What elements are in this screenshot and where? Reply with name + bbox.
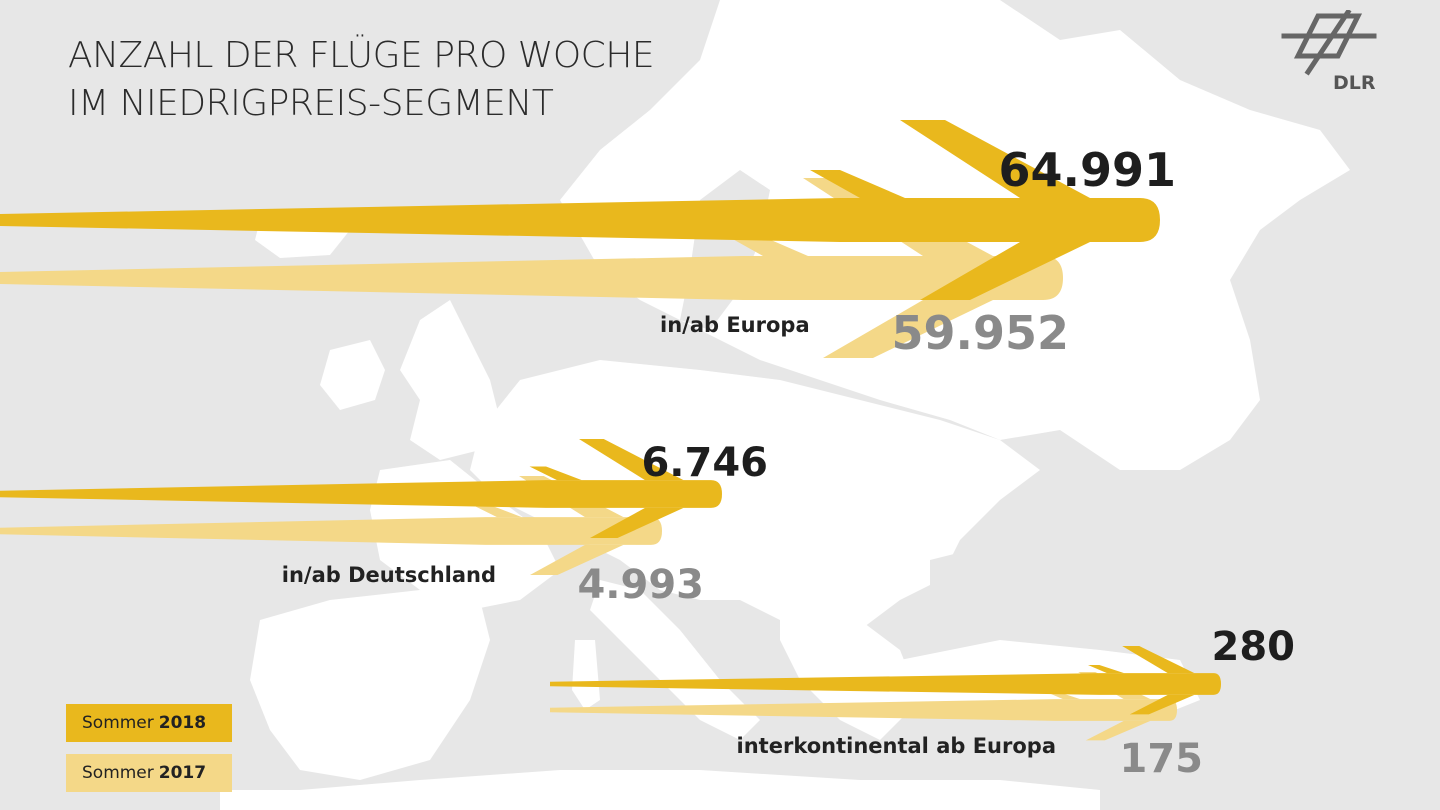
value-2018-label-1: 64.991	[998, 143, 1176, 197]
category-label-2: in/ab Deutschland	[282, 563, 496, 587]
flight-group-1: in/ab Europa 64.991 59.952	[0, 120, 1176, 360]
plane-2018-3-wing-upper	[1122, 646, 1195, 674]
plane-2018-2-wing-lower	[590, 507, 684, 538]
plane-2018-1	[0, 120, 1160, 300]
map-land-africa	[220, 770, 1100, 810]
value-2018-label-2: 6.746	[641, 440, 768, 486]
map-sea-black	[930, 540, 1070, 620]
dlr-logo-icon	[1281, 10, 1377, 76]
plane-2018-2-wing-upper	[579, 439, 684, 481]
dlr-logo-text: DLR	[1333, 72, 1376, 94]
flight-group-3: interkontinental ab Europa 280 175	[550, 624, 1295, 782]
value-2017-label-1: 59.952	[891, 306, 1069, 360]
legend-item-2017: Sommer 2017	[66, 754, 232, 792]
value-2017-label-2: 4.993	[577, 562, 704, 608]
plane-2017-3-wing-lower	[1085, 720, 1151, 741]
map-land-ireland	[320, 340, 385, 410]
legend-label-2017: Sommer	[82, 763, 154, 783]
map-sea-caspian	[1180, 500, 1230, 620]
page-title: ANZAHL DER FLÜGE PRO WOCHE IM NIEDRIGPRE…	[68, 32, 655, 128]
plane-2018-2-tail-fin	[529, 466, 582, 481]
plane-2018-3-wing-lower	[1129, 694, 1195, 715]
value-2017-label-3: 175	[1120, 736, 1204, 782]
legend-year-2017: 2017	[158, 763, 207, 783]
plane-2017-3-body	[550, 699, 1177, 721]
plane-2018-3-body	[550, 673, 1221, 695]
map-land-iberia	[250, 590, 490, 780]
map-land-britain	[400, 300, 500, 460]
plane-2017-2-wing-lower	[530, 544, 624, 575]
plane-2017-1-wing-lower	[823, 300, 993, 358]
map-land-italy	[590, 580, 760, 740]
value-2018-label-3: 280	[1212, 624, 1296, 670]
legend-label-2018: Sommer	[82, 713, 154, 733]
map-land-central	[470, 360, 1040, 640]
plane-2017-2-body	[0, 517, 662, 545]
category-label-1: in/ab Europa	[660, 313, 810, 337]
plane-2018-3-tail-fin	[1088, 665, 1125, 674]
plane-2018-2-body	[0, 480, 722, 508]
plane-2018-1-tail-fin	[810, 170, 905, 198]
legend-year-2018: 2018	[158, 713, 207, 733]
plane-2017-1-body	[0, 256, 1063, 300]
plane-2018-3	[550, 646, 1221, 715]
plane-2018-1-wing-upper	[900, 120, 1090, 198]
title-line-1: ANZAHL DER FLÜGE PRO WOCHE	[68, 35, 655, 76]
title-line-2: IM NIEDRIGPREIS-SEGMENT	[68, 83, 554, 124]
map-land-islands	[572, 640, 600, 710]
plane-2017-2-tail-fin	[469, 503, 522, 518]
plane-2018-1-wing-lower	[920, 242, 1090, 300]
legend-item-2018: Sommer 2018	[66, 704, 232, 742]
plane-2018-2	[0, 439, 722, 538]
category-label-3: interkontinental ab Europa	[737, 734, 1056, 758]
flight-group-2: in/ab Deutschland 6.746 4.993	[0, 439, 768, 608]
plane-2018-1-body	[0, 198, 1160, 242]
